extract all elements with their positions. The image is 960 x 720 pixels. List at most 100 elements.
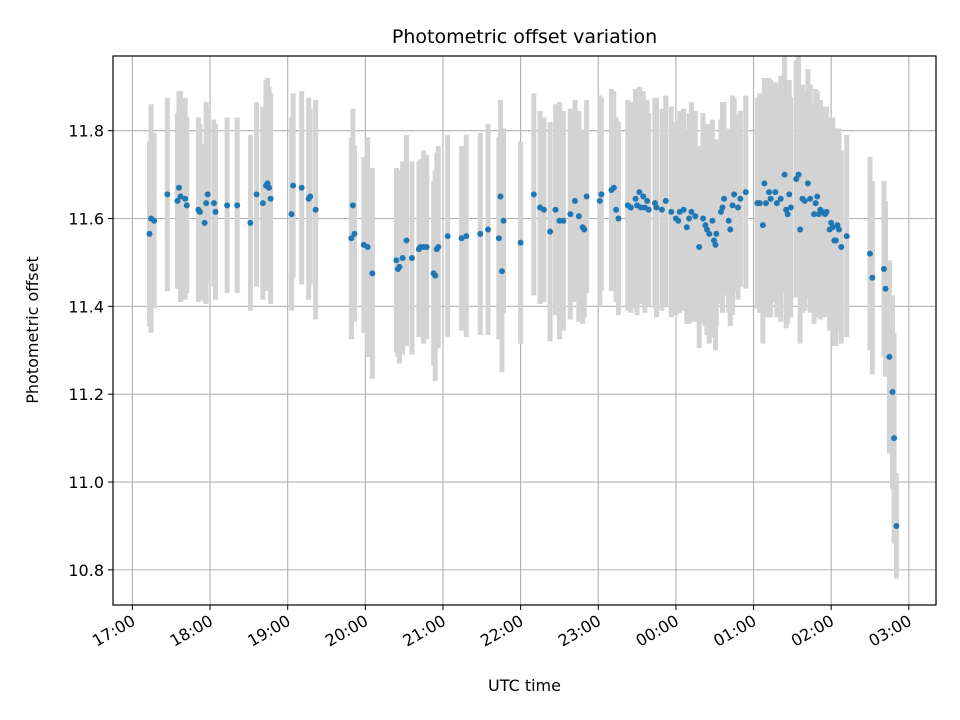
data-point (393, 257, 400, 264)
data-point (175, 184, 182, 191)
data-point (807, 195, 814, 202)
data-point (196, 208, 203, 215)
data-point (571, 197, 578, 204)
data-point (567, 211, 574, 218)
data-point (204, 191, 211, 198)
data-point (645, 206, 652, 213)
data-point (786, 191, 793, 198)
data-point (351, 230, 358, 237)
data-point (709, 217, 716, 224)
data-point (662, 197, 669, 204)
data-point (811, 211, 818, 218)
data-point (349, 202, 356, 209)
data-point (234, 202, 241, 209)
data-point (146, 230, 153, 237)
data-point (801, 197, 808, 204)
data-point (399, 255, 406, 262)
data-point (781, 171, 788, 178)
data-point (517, 239, 524, 246)
data-point (583, 193, 590, 200)
y-axis-ticks: 10.8 11.0 11.2 11.4 11.6 11.8 (68, 122, 113, 580)
data-point (843, 233, 850, 240)
data-point (253, 191, 260, 198)
data-point (729, 202, 736, 209)
data-point (838, 244, 845, 251)
data-point (598, 191, 605, 198)
data-point (767, 195, 774, 202)
y-tick-label: 11.0 (68, 473, 104, 492)
data-point (247, 219, 254, 226)
data-point (403, 237, 410, 244)
data-point (435, 244, 442, 251)
data-point (423, 244, 430, 251)
x-axis-label: UTC time (488, 676, 561, 695)
data-point (495, 235, 502, 242)
data-point (432, 272, 439, 279)
data-point (737, 195, 744, 202)
data-point (658, 206, 665, 213)
data-point (369, 270, 376, 277)
data-point (804, 180, 811, 187)
data-point (485, 226, 492, 233)
data-point (364, 244, 371, 251)
data-point (151, 217, 158, 224)
data-point (575, 213, 582, 220)
data-point (882, 285, 889, 292)
data-point (312, 206, 319, 213)
data-point (696, 244, 703, 251)
data-point (869, 274, 876, 281)
data-point (174, 197, 181, 204)
data-point (686, 215, 693, 222)
data-point (259, 200, 266, 207)
data-point (756, 200, 763, 207)
data-point (706, 230, 713, 237)
data-point (777, 195, 784, 202)
chart-title: Photometric offset variation (392, 26, 657, 48)
data-point (644, 197, 651, 204)
data-point (396, 263, 403, 270)
data-point (735, 204, 742, 211)
data-point (610, 184, 617, 191)
data-point (203, 200, 210, 207)
data-point (224, 202, 231, 209)
data-point (653, 204, 660, 211)
data-point (164, 191, 171, 198)
data-point (627, 204, 634, 211)
data-point (784, 211, 791, 218)
data-point (773, 200, 780, 207)
data-point (290, 182, 297, 189)
plot-frame (112, 55, 937, 606)
data-point (891, 435, 898, 442)
data-point (613, 206, 620, 213)
data-point (668, 208, 675, 215)
data-point (793, 175, 800, 182)
data-point (683, 224, 690, 231)
data-point (560, 217, 567, 224)
data-point (725, 217, 732, 224)
data-point (762, 200, 769, 207)
data-point (886, 353, 893, 360)
data-point (636, 189, 643, 196)
data-point (829, 224, 836, 231)
data-point (212, 208, 219, 215)
data-point (182, 195, 189, 202)
data-point (498, 268, 505, 275)
data-point (713, 230, 720, 237)
y-tick-label: 11.2 (68, 385, 104, 404)
data-point (759, 222, 766, 229)
data-point (288, 211, 295, 218)
data-point (719, 204, 726, 211)
data-point (497, 193, 504, 200)
data-point (640, 193, 647, 200)
data-point (477, 230, 484, 237)
data-point (210, 200, 217, 207)
data-point (632, 195, 639, 202)
data-point (880, 266, 887, 273)
data-point (766, 189, 773, 196)
data-point (675, 217, 682, 224)
data-point (727, 226, 734, 233)
data-point (552, 206, 559, 213)
data-point (530, 191, 537, 198)
data-point (540, 206, 547, 213)
